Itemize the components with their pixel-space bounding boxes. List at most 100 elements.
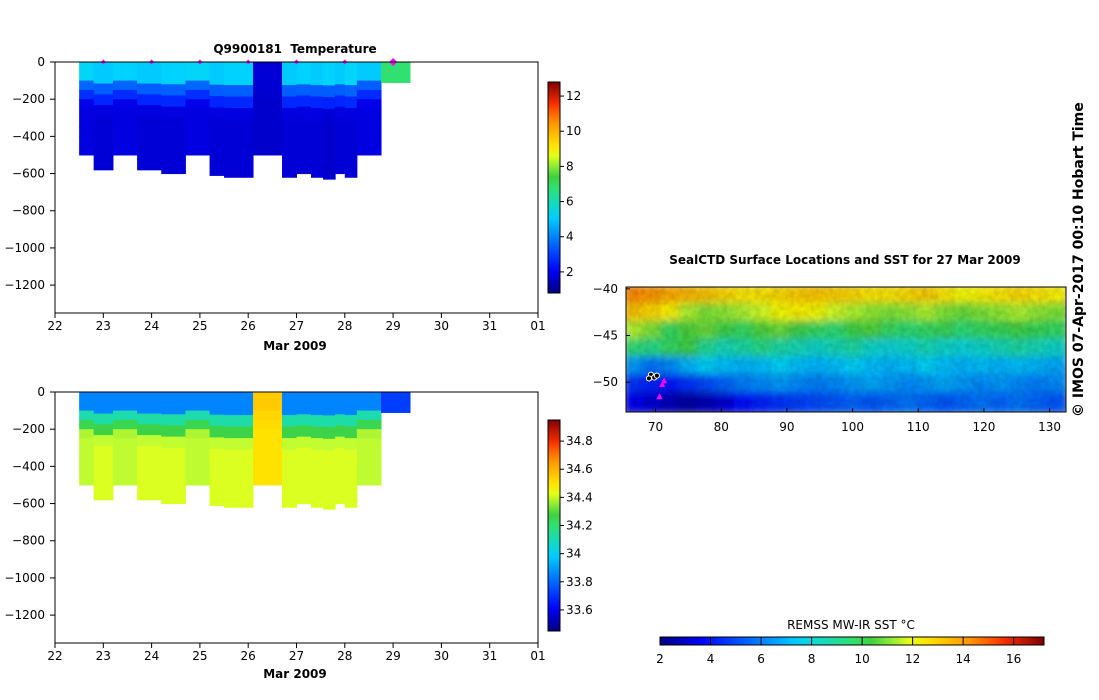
profile-cell	[344, 426, 358, 439]
profile-cell	[161, 106, 186, 119]
profile-cell	[253, 71, 283, 82]
profile-cell	[356, 71, 382, 82]
profile-cell	[79, 127, 95, 137]
profile-cell	[161, 470, 186, 482]
profile-cell	[323, 120, 336, 133]
profile-cell	[161, 447, 186, 460]
profile-cell	[356, 438, 382, 449]
profile-cell	[79, 80, 95, 91]
profile-cell	[161, 117, 186, 130]
profile-cell	[137, 115, 162, 128]
x-tick-label: 01	[530, 319, 545, 333]
profile-cell	[161, 140, 186, 152]
salinity-xlabel: Mar 2009	[263, 667, 327, 681]
profile-cell	[356, 117, 382, 128]
profile-cell	[296, 492, 312, 505]
sst-map-axes: 70 80 90 100 110 120 130 −40 −45 −50	[593, 282, 1061, 434]
profile-cell	[344, 449, 358, 462]
profile-cell	[296, 140, 312, 152]
profile-cell	[310, 131, 324, 144]
profile-cell	[282, 415, 297, 428]
profile-cell	[381, 74, 411, 77]
profile-cell	[356, 401, 382, 412]
profile-cell	[209, 152, 225, 165]
profile-cell	[137, 435, 162, 447]
profile-cell	[310, 165, 324, 178]
profile-cell	[344, 415, 358, 428]
profile-cell	[381, 80, 411, 83]
profile-cell	[335, 162, 346, 175]
profile-cell	[356, 145, 382, 156]
seal-position	[656, 393, 663, 400]
profile-cell	[356, 466, 382, 477]
sst-colorbar	[659, 636, 1045, 646]
profile-cell	[310, 495, 324, 508]
profile-cell	[185, 108, 211, 119]
profile-cell	[185, 89, 211, 100]
profile-cell	[161, 95, 186, 108]
y-tick-label: 0	[37, 55, 45, 69]
profile-cell	[381, 394, 411, 397]
colorbar-tick-label: 34	[566, 547, 581, 561]
profile-cell	[224, 96, 254, 109]
profile-cell	[310, 426, 324, 439]
profile-cell	[209, 141, 225, 154]
profile-cell	[356, 80, 382, 91]
profile-cell	[253, 80, 283, 91]
profile-cell	[224, 449, 254, 462]
profile-cell	[344, 484, 358, 497]
profile-cell	[209, 437, 225, 450]
profile-cell	[323, 143, 336, 157]
profile-cell	[344, 438, 358, 451]
y-tick-label: −50	[593, 375, 618, 389]
profile-cell	[209, 460, 225, 472]
profile-cell	[282, 165, 297, 178]
colorbar-tick-label: 10	[854, 652, 869, 666]
profile-cell	[79, 71, 95, 82]
profile-cell	[310, 85, 324, 98]
salinity-profiles	[79, 392, 411, 510]
y-tick-label: −1000	[4, 241, 45, 255]
y-tick-label: −1000	[4, 571, 45, 585]
profile-cell	[185, 62, 211, 72]
profile-cell	[335, 481, 346, 493]
profile-cell	[137, 148, 162, 160]
profile-cell	[335, 470, 346, 482]
profile-cell	[344, 73, 358, 86]
profile-cell	[93, 148, 114, 160]
profile-cell	[323, 450, 336, 463]
profile-cell	[79, 410, 95, 421]
profile-cell	[282, 154, 297, 167]
profile-cell	[356, 419, 382, 430]
profile-cell	[79, 62, 95, 72]
profile-cell	[335, 447, 346, 460]
profile-cell	[137, 94, 162, 106]
profile-cell	[310, 154, 324, 167]
profile-cell	[310, 461, 324, 474]
profile-cell	[112, 145, 138, 156]
profile-cell	[224, 154, 254, 167]
profile-cell	[335, 117, 346, 130]
profile-cell	[185, 99, 211, 109]
profile-cell	[161, 436, 186, 449]
profile-cell	[344, 165, 358, 178]
profile-cell	[344, 154, 358, 167]
profile-cell	[344, 131, 358, 144]
profile-cell	[209, 471, 225, 484]
profile-cell	[112, 80, 138, 91]
profile-cell	[112, 62, 138, 72]
profile-cell	[253, 419, 283, 430]
colorbar-tick-label: 2	[566, 265, 574, 279]
profile-cell	[137, 137, 162, 149]
colorbar-tick-label: 6	[566, 195, 574, 209]
profile-cell	[282, 392, 297, 405]
profile-cell	[112, 466, 138, 477]
profile-cell	[224, 484, 254, 497]
profile-cell	[335, 62, 346, 74]
profile-cell	[224, 415, 254, 428]
profile-cell	[112, 99, 138, 109]
profile-cell	[344, 119, 358, 132]
x-tick-label: 25	[192, 319, 207, 333]
profile-cell	[335, 392, 346, 404]
colorbar-tick-label: 2	[656, 652, 664, 666]
